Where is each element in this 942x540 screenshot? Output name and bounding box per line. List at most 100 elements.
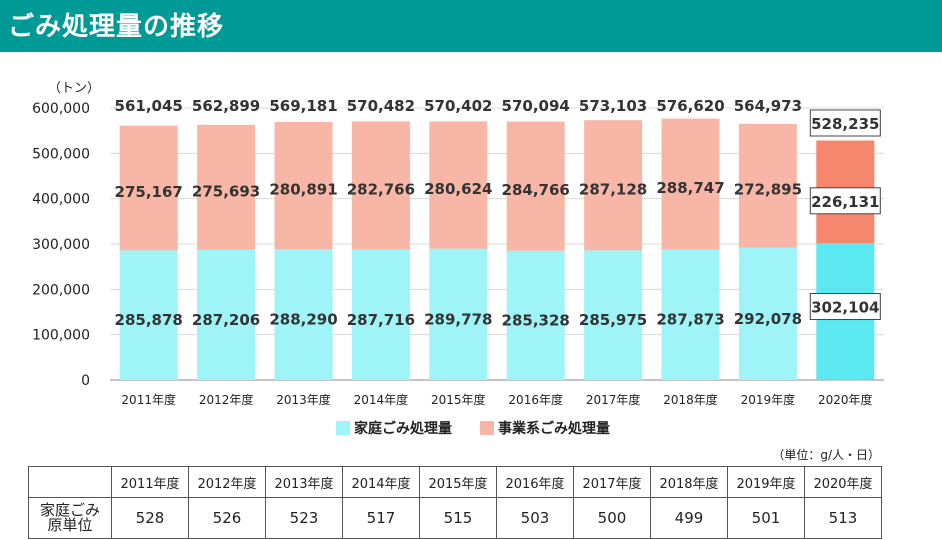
data-label-business: 272,895 <box>734 181 802 199</box>
table-value-cell: 526 <box>188 497 266 539</box>
bar-household <box>351 249 410 380</box>
bar-business <box>197 124 256 250</box>
x-tick-label: 2014年度 <box>354 392 409 407</box>
table-year-header: 2019年度 <box>727 466 805 498</box>
table-row-label-line: 原単位 <box>47 516 93 534</box>
data-label-household: 285,975 <box>579 311 647 329</box>
data-label-household: 287,206 <box>192 311 260 329</box>
page-title: ごみ処理量の推移 <box>8 12 225 42</box>
data-label-business: 282,766 <box>347 180 415 198</box>
data-label-total: 561,045 <box>115 97 183 115</box>
table-value-cell: 500 <box>573 497 651 539</box>
table-year-header: 2014年度 <box>342 466 420 498</box>
data-label-total: 569,181 <box>269 97 337 115</box>
bar-business <box>274 121 333 250</box>
bar-household <box>738 247 797 380</box>
data-label-box <box>809 109 881 137</box>
data-label-total: 562,899 <box>192 97 260 115</box>
table-corner-cell <box>28 466 112 498</box>
table-row-label-line: 家庭ごみ <box>39 501 100 519</box>
bar-household <box>661 249 720 380</box>
data-label-total: 570,402 <box>424 97 492 115</box>
table-value-cell: 503 <box>496 497 574 539</box>
data-label-household: 292,078 <box>734 310 802 328</box>
table-value-cell: 501 <box>727 497 805 539</box>
bar-household <box>584 250 643 380</box>
table-year-header: 2018年度 <box>650 466 728 498</box>
stacked-bar-chart: 0 100,000 200,000 300,000 400,000 500,000 600,… <box>32 81 884 407</box>
data-label-total: 573,103 <box>579 97 647 115</box>
bar-business <box>738 123 797 248</box>
table-row-label: 家庭ごみ 原単位 <box>28 497 112 539</box>
table-value-cell: 517 <box>342 497 420 539</box>
table-row: 家庭ごみ 原単位 528 526 523 517 515 503 500 499 501 513 <box>28 497 882 539</box>
y-tick-label: 400,000 <box>32 192 90 208</box>
table-value-cell: 499 <box>650 497 728 539</box>
y-tick-label: 300,000 <box>32 237 90 253</box>
x-tick-label: 2011年度 <box>121 392 176 407</box>
data-label-total: 528,235 <box>811 115 879 133</box>
data-label-business: 287,128 <box>579 180 647 198</box>
data-label-business: 275,167 <box>115 183 183 201</box>
table-value-cell: 515 <box>419 497 497 539</box>
legend-swatch-household <box>336 421 350 435</box>
data-label-business: 280,891 <box>269 181 337 199</box>
data-label-business: 280,624 <box>424 180 492 198</box>
data-label-business: 226,131 <box>811 193 879 211</box>
data-label-household: 285,878 <box>115 311 183 329</box>
legend-item-household: 家庭ごみ処理量 <box>336 418 452 438</box>
table-value-cell: 513 <box>804 497 882 539</box>
table-value-cell: 523 <box>265 497 343 539</box>
x-tick-label: 2015年度 <box>431 392 486 407</box>
table-header-row: 2011年度 2012年度 2013年度 2014年度 2015年度 2016年度 2017… <box>28 466 882 498</box>
bar-household <box>119 250 178 380</box>
table-year-header: 2012年度 <box>188 466 266 498</box>
table-year-header: 2016年度 <box>496 466 574 498</box>
bar-business <box>584 120 643 251</box>
legend-item-business: 事業系ごみ処理量 <box>480 418 610 438</box>
bar-business <box>429 121 488 249</box>
data-label-business: 288,747 <box>656 179 724 197</box>
data-label-household: 289,778 <box>424 310 492 328</box>
per-capita-table: 2011年度 2012年度 2013年度 2014年度 2015年度 2016年度 2017… <box>28 466 882 539</box>
table-year-header: 2013年度 <box>265 466 343 498</box>
data-label-household: 288,290 <box>269 311 337 329</box>
y-tick-label: 500,000 <box>32 146 90 162</box>
y-axis-label: （トン） <box>48 81 100 96</box>
table-year-header: 2015年度 <box>419 466 497 498</box>
bar-household <box>274 249 333 380</box>
bar-household <box>506 250 565 380</box>
bar-business <box>506 121 565 251</box>
bar-business <box>119 125 178 251</box>
data-label-business: 275,693 <box>192 182 260 200</box>
data-label-total: 570,094 <box>502 97 570 115</box>
table-value-cell: 528 <box>111 497 189 539</box>
x-tick-label: 2020年度 <box>818 392 873 407</box>
data-label-business: 284,766 <box>502 181 570 199</box>
data-label-household: 285,328 <box>502 311 570 329</box>
x-tick-label: 2018年度 <box>663 392 718 407</box>
data-label-household: 287,716 <box>347 311 415 329</box>
data-label-box <box>809 187 881 215</box>
table-unit-note: （単位：g/人・日） <box>772 448 880 462</box>
x-tick-label: 2019年度 <box>741 392 796 407</box>
data-label-household: 287,873 <box>656 311 724 329</box>
bar-business <box>351 121 410 250</box>
x-tick-label: 2016年度 <box>508 392 563 407</box>
y-tick-label: 600,000 <box>32 101 90 117</box>
y-tick-label: 200,000 <box>32 282 90 298</box>
data-label-box <box>809 293 881 321</box>
x-tick-label: 2017年度 <box>586 392 641 407</box>
page-header: ごみ処理量の推移 <box>0 0 942 52</box>
bar-household <box>429 248 488 380</box>
y-tick-label: 0 <box>81 373 90 389</box>
y-tick-label: 100,000 <box>32 328 90 344</box>
legend-label-household: 家庭ごみ処理量 <box>354 421 452 437</box>
data-label-total: 564,973 <box>734 97 802 115</box>
table-year-header: 2017年度 <box>573 466 651 498</box>
legend-swatch-business <box>480 421 494 435</box>
data-label-household: 302,104 <box>811 299 879 317</box>
bar-business <box>661 118 720 250</box>
bar-household <box>197 249 256 380</box>
table-year-header: 2011年度 <box>111 466 189 498</box>
